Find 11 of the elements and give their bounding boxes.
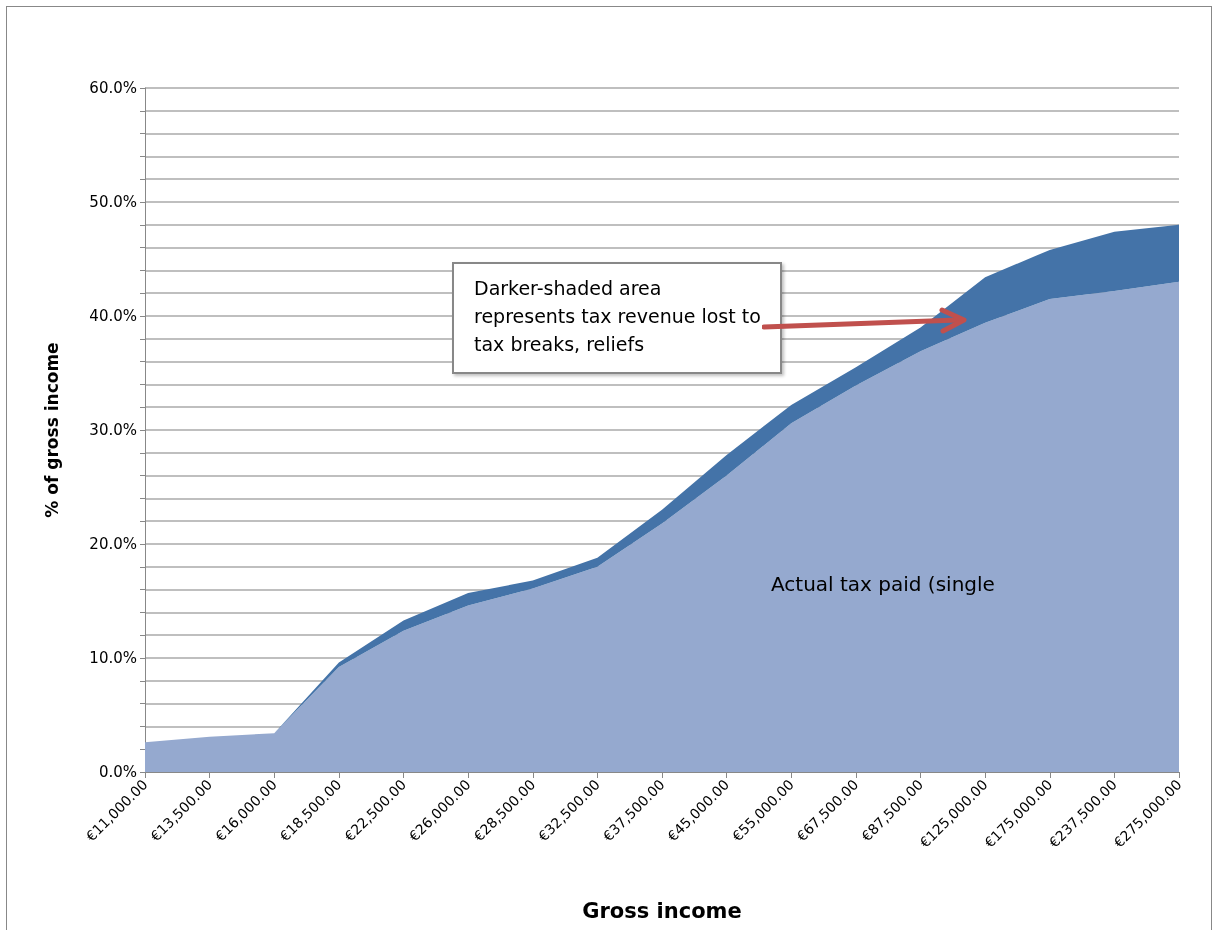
y-tick-label: 0.0% (98, 763, 137, 781)
y-axis-title: % of gross income (41, 342, 62, 518)
annotation: Actual tax paid (single (771, 572, 995, 596)
y-tick-label: 20.0% (89, 535, 137, 553)
y-tick-label: 30.0% (89, 421, 137, 439)
y-tick-label: 40.0% (89, 307, 137, 325)
y-tick-label: 50.0% (89, 193, 137, 211)
y-tick-label: 60.0% (89, 79, 137, 97)
y-tick-label: 10.0% (89, 649, 137, 667)
annotation: Darker-shaded area represents tax revenue lost to tax breaks, reliefs (452, 262, 782, 374)
x-axis-title: Gross income (582, 898, 742, 923)
